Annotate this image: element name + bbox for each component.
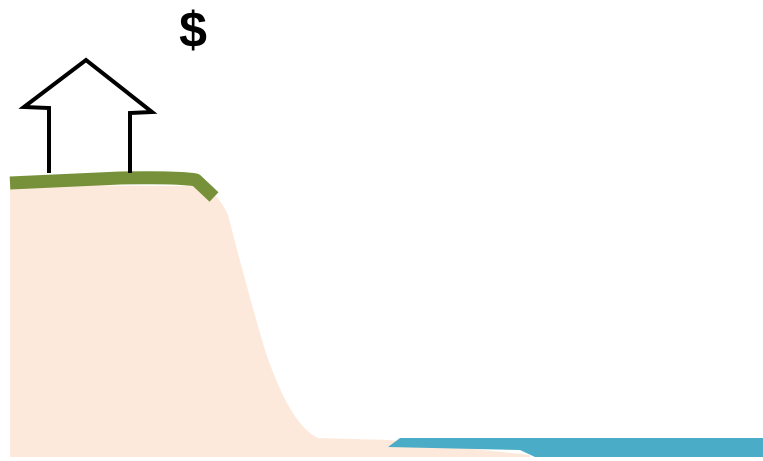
grass [9,171,219,202]
house [18,57,158,173]
dollar-sign: $ [179,2,207,58]
cliff [10,185,530,457]
water [388,438,763,457]
